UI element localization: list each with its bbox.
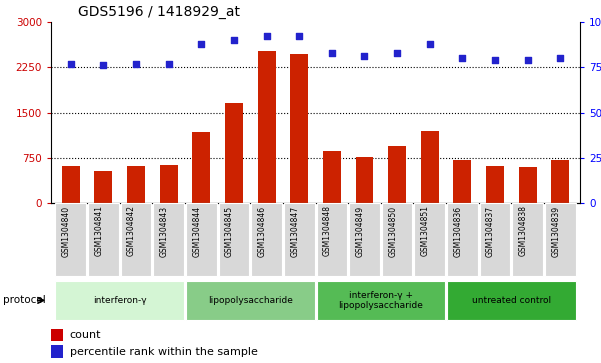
Bar	[356, 157, 373, 203]
FancyBboxPatch shape	[447, 203, 478, 276]
Text: GDS5196 / 1418929_at: GDS5196 / 1418929_at	[78, 5, 240, 19]
Bar	[258, 51, 275, 203]
FancyBboxPatch shape	[317, 281, 445, 319]
FancyBboxPatch shape	[186, 281, 314, 319]
Text: interferon-γ +
lipopolysaccharide: interferon-γ + lipopolysaccharide	[338, 291, 423, 310]
Text: GSM1304838: GSM1304838	[519, 205, 528, 256]
Text: GSM1304840: GSM1304840	[62, 205, 71, 257]
Text: interferon-γ: interferon-γ	[93, 296, 147, 305]
Point	[131, 61, 141, 66]
FancyBboxPatch shape	[317, 203, 347, 276]
Text: GSM1304842: GSM1304842	[127, 205, 136, 256]
Bar	[62, 166, 80, 203]
FancyBboxPatch shape	[284, 203, 314, 276]
Point	[164, 61, 174, 66]
Text: lipopolysaccharide: lipopolysaccharide	[208, 296, 293, 305]
Text: count: count	[70, 330, 101, 340]
Bar	[192, 132, 210, 203]
Point	[294, 33, 304, 39]
Point	[392, 50, 402, 56]
Bar	[51, 345, 63, 358]
Text: GSM1304846: GSM1304846	[258, 205, 267, 257]
Text: GSM1304847: GSM1304847	[290, 205, 299, 257]
Bar	[486, 166, 504, 203]
Bar	[551, 160, 569, 203]
Bar	[160, 165, 177, 203]
Text: percentile rank within the sample: percentile rank within the sample	[70, 347, 257, 356]
Text: GSM1304845: GSM1304845	[225, 205, 234, 257]
Bar	[290, 54, 308, 203]
Text: GSM1304836: GSM1304836	[453, 205, 462, 257]
FancyBboxPatch shape	[349, 203, 380, 276]
Text: GSM1304841: GSM1304841	[94, 205, 103, 256]
Text: GSM1304851: GSM1304851	[421, 205, 430, 256]
Text: untreated control: untreated control	[472, 296, 551, 305]
Point	[99, 62, 108, 68]
Text: GSM1304850: GSM1304850	[388, 205, 397, 257]
Point	[66, 61, 76, 66]
Point	[262, 33, 272, 39]
Bar	[388, 146, 406, 203]
Bar	[421, 131, 439, 203]
FancyBboxPatch shape	[186, 203, 216, 276]
Point	[359, 53, 369, 59]
Text: GSM1304843: GSM1304843	[160, 205, 169, 257]
Bar	[94, 171, 112, 203]
Bar	[323, 151, 341, 203]
Point	[229, 37, 239, 43]
Bar	[519, 167, 537, 203]
Text: protocol: protocol	[3, 295, 46, 305]
Point	[457, 55, 467, 61]
FancyBboxPatch shape	[121, 203, 151, 276]
Text: GSM1304849: GSM1304849	[356, 205, 364, 257]
FancyBboxPatch shape	[415, 203, 445, 276]
FancyBboxPatch shape	[153, 203, 184, 276]
FancyBboxPatch shape	[55, 203, 86, 276]
FancyBboxPatch shape	[382, 203, 412, 276]
FancyBboxPatch shape	[251, 203, 282, 276]
FancyBboxPatch shape	[513, 203, 543, 276]
Point	[197, 41, 206, 46]
FancyBboxPatch shape	[545, 203, 576, 276]
Point	[523, 57, 532, 63]
Bar	[225, 103, 243, 203]
FancyBboxPatch shape	[88, 203, 118, 276]
Text: GSM1304844: GSM1304844	[192, 205, 201, 257]
FancyBboxPatch shape	[55, 281, 184, 319]
FancyBboxPatch shape	[447, 281, 576, 319]
Text: GSM1304837: GSM1304837	[486, 205, 495, 257]
Bar	[127, 166, 145, 203]
Point	[555, 55, 565, 61]
Text: GSM1304839: GSM1304839	[551, 205, 560, 257]
Bar	[51, 329, 63, 341]
Point	[425, 41, 435, 46]
FancyBboxPatch shape	[219, 203, 249, 276]
Text: GSM1304848: GSM1304848	[323, 205, 332, 256]
Point	[327, 50, 337, 56]
Point	[490, 57, 500, 63]
FancyBboxPatch shape	[480, 203, 510, 276]
Bar	[454, 160, 471, 203]
